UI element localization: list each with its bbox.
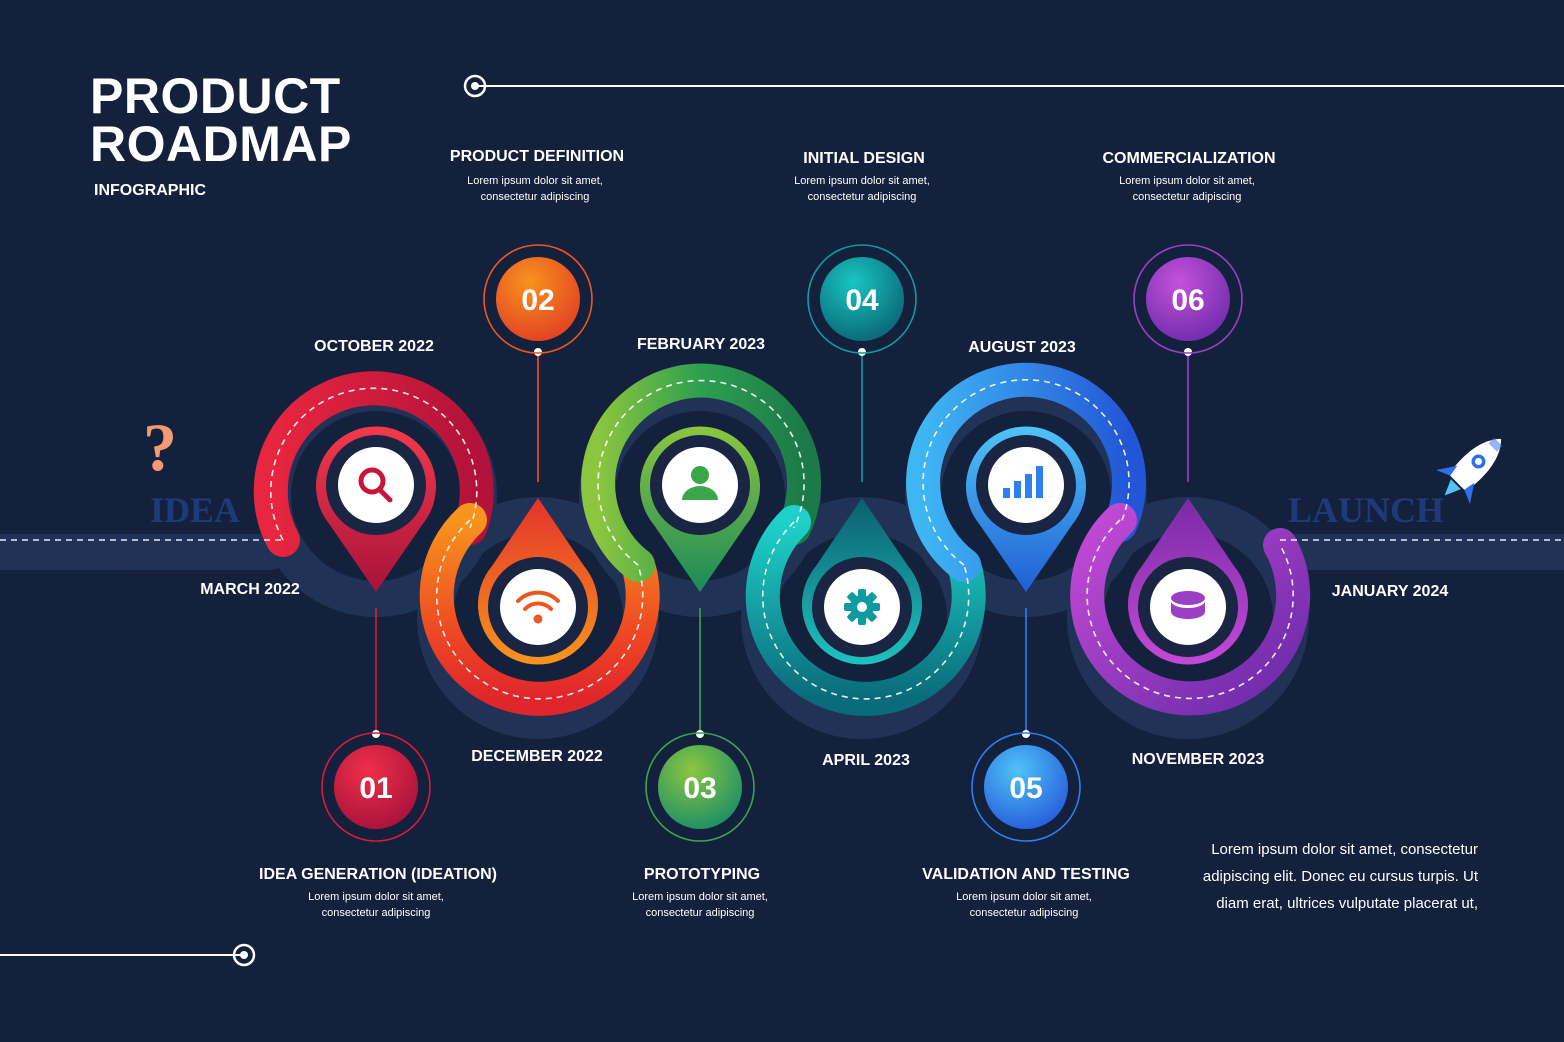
road-dashes <box>0 379 1564 700</box>
database-icon <box>1171 591 1205 619</box>
summary-paragraph: Lorem ipsum dolor sit amet, consectetur … <box>1202 841 1478 912</box>
pin-step-04 <box>802 498 922 665</box>
page-title: PRODUCT ROADMAP <box>90 68 352 172</box>
bottom-timeline-line <box>0 943 256 967</box>
date-label: MARCH 2022 <box>200 581 300 598</box>
badge-step-02: 02 <box>483 244 593 354</box>
start-word: IDEA <box>150 490 240 530</box>
step-title: VALIDATION AND TESTING <box>922 866 1130 883</box>
badge-step-06: 06 <box>1133 244 1243 354</box>
step-description: Lorem ipsum dolor sit amet, consectetur … <box>467 175 603 203</box>
wifi-icon <box>516 590 560 624</box>
title-line-1: PRODUCT <box>90 68 341 124</box>
badge-step-05: 05 <box>971 732 1081 842</box>
step-title: IDEA GENERATION (IDEATION) <box>259 866 497 883</box>
step-description: Lorem ipsum dolor sit amet, consectetur … <box>794 175 930 203</box>
search-icon <box>358 467 393 503</box>
badge-step-01: 01 <box>321 732 431 842</box>
step-title: INITIAL DESIGN <box>803 150 925 167</box>
step-title: COMMERCIALIZATION <box>1102 150 1276 167</box>
rocket-icon <box>1436 437 1503 504</box>
step-number: 05 <box>1009 772 1042 805</box>
step-number: 03 <box>683 772 716 805</box>
title-line-2: ROADMAP <box>90 116 352 172</box>
date-label: FEBRUARY 2023 <box>636 336 766 353</box>
badge-step-04: 04 <box>807 244 917 354</box>
step-description: Lorem ipsum dolor sit amet, consectetur … <box>956 891 1092 919</box>
step-number: 02 <box>521 284 554 317</box>
pin-step-03 <box>640 426 760 592</box>
step-title: PRODUCT DEFINITION <box>449 148 625 165</box>
date-label: DECEMBER 2022 <box>471 748 603 765</box>
question-mark-icon: ? <box>143 409 177 485</box>
date-label: NOVEMBER 2023 <box>1131 751 1265 768</box>
date-label: AUGUST 2023 <box>968 339 1076 356</box>
step-number: 04 <box>845 284 879 317</box>
gear-icon <box>844 589 880 625</box>
page-subtitle: INFOGRAPHIC <box>94 182 206 199</box>
step-description: Lorem ipsum dolor sit amet, consectetur … <box>308 891 444 919</box>
badge-step-03: 03 <box>645 732 755 842</box>
end-marker: LAUNCH <box>1288 437 1503 530</box>
step-description: Lorem ipsum dolor sit amet, consectetur … <box>1119 175 1255 203</box>
date-label: JANUARY 2024 <box>1331 583 1449 600</box>
date-label: APRIL 2023 <box>822 752 910 769</box>
pin-step-01 <box>316 426 437 592</box>
pin-step-02 <box>478 498 598 665</box>
step-description: Lorem ipsum dolor sit amet, consectetur … <box>632 891 768 919</box>
date-label: OCTOBER 2022 <box>314 338 434 355</box>
connector-lines <box>372 348 1192 738</box>
top-timeline-line <box>463 74 1564 98</box>
pin-step-05 <box>966 426 1086 592</box>
pin-step-06 <box>1128 498 1248 665</box>
start-marker: ? IDEA <box>143 409 240 530</box>
step-number: 01 <box>359 772 392 805</box>
bar-chart-icon <box>1003 466 1043 498</box>
user-icon <box>682 466 718 500</box>
end-word: LAUNCH <box>1288 490 1444 530</box>
step-number: 06 <box>1171 284 1204 317</box>
step-title: PROTOTYPING <box>643 866 761 883</box>
